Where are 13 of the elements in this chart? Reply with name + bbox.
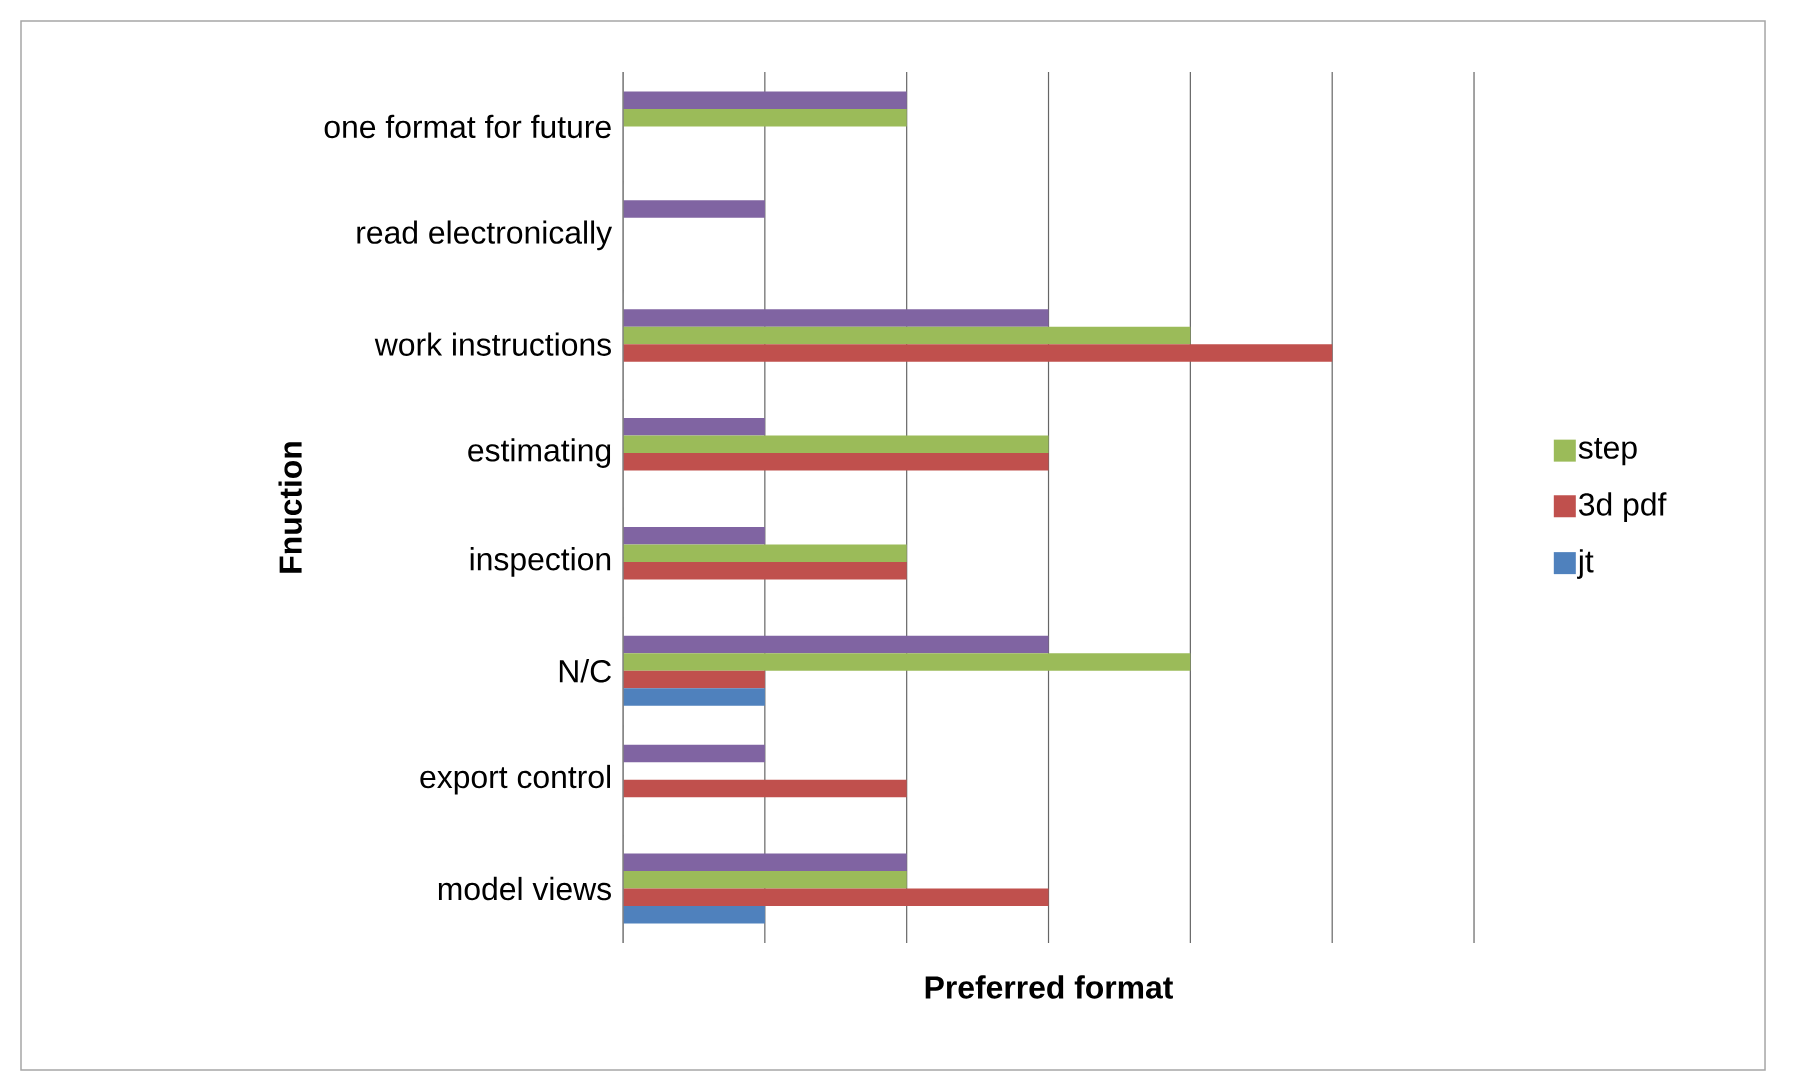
y-tick-label: inspection: [470, 547, 611, 577]
y-tick-label: work instructions: [374, 332, 611, 356]
y-tick-label: model views: [438, 876, 611, 901]
y-tick-label: read electronically: [357, 220, 613, 251]
legend-label: 3d pdf: [1579, 492, 1667, 523]
x-axis-title: Preferred format: [925, 975, 1173, 999]
y-axis-title: Fnuction: [278, 442, 302, 573]
y-tick-label: estimating: [468, 438, 611, 468]
y-tick-label: export control: [420, 764, 611, 795]
legend-label: jt: [1577, 549, 1594, 579]
legend-label: step: [1578, 437, 1637, 466]
y-tick-label: one format for future: [324, 114, 611, 139]
y-tick-label: N/C: [559, 659, 611, 683]
